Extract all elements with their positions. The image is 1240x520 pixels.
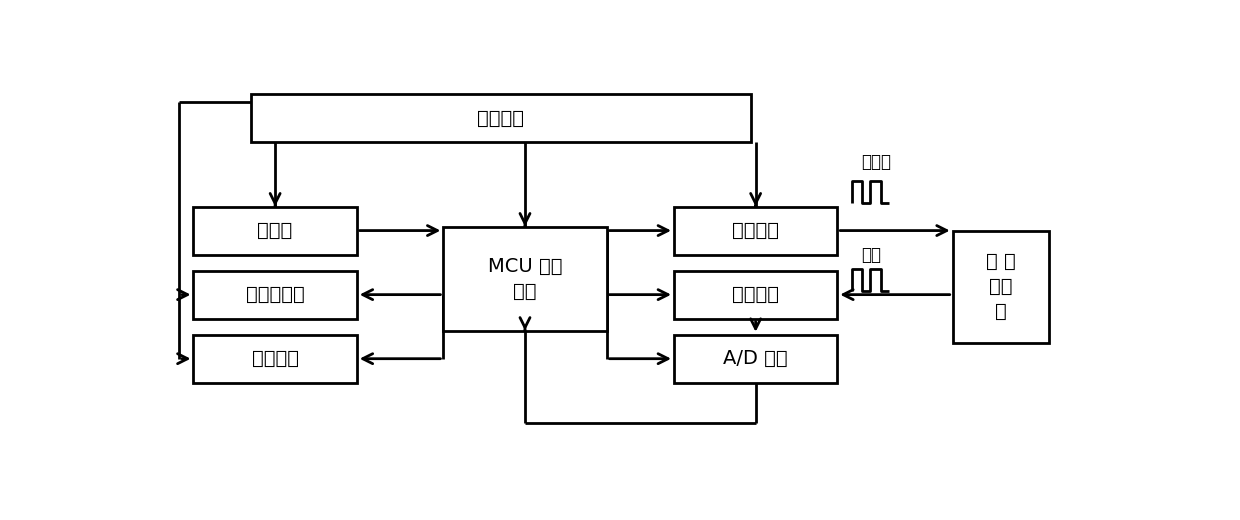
Bar [250, 95, 751, 142]
Bar [193, 335, 357, 383]
Text: 指示灯模块: 指示灯模块 [246, 285, 305, 304]
Text: A/D 模块: A/D 模块 [723, 349, 787, 368]
Bar [444, 227, 606, 331]
Text: 输出模块: 输出模块 [252, 349, 299, 368]
Text: MCU 控制
模块: MCU 控制 模块 [487, 256, 562, 301]
Bar [675, 335, 837, 383]
Text: 发射模块: 发射模块 [732, 221, 779, 240]
Text: 按键模: 按键模 [258, 221, 293, 240]
Bar [193, 270, 357, 319]
Text: 光信号: 光信号 [862, 153, 892, 172]
Bar [675, 270, 837, 319]
Text: 被 检
测物
体: 被 检 测物 体 [986, 252, 1016, 321]
Text: 接收模块: 接收模块 [732, 285, 779, 304]
Bar [193, 206, 357, 255]
Bar [675, 206, 837, 255]
Text: 电源模块: 电源模块 [477, 109, 525, 128]
Bar [952, 230, 1049, 343]
Text: 光纤: 光纤 [862, 245, 882, 264]
